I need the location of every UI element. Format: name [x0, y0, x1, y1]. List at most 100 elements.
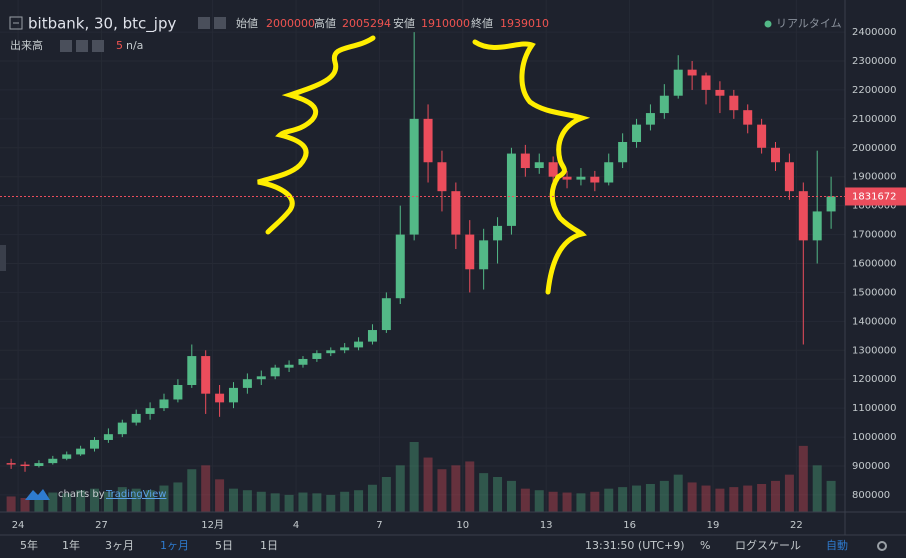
log-button[interactable]: ログスケール — [735, 538, 801, 552]
candle-body — [812, 211, 822, 241]
volume-layer — [6, 442, 836, 512]
volume-bar — [715, 488, 725, 512]
volume-bar — [493, 477, 503, 512]
candle-body — [187, 356, 197, 386]
candle-body — [270, 367, 280, 377]
candle-body — [367, 330, 377, 342]
vol-settings-button[interactable] — [76, 40, 88, 52]
settings-button[interactable] — [214, 17, 226, 29]
y-tick-label: 2300000 — [852, 56, 897, 67]
candle-body — [201, 356, 211, 394]
candle-body — [479, 240, 489, 270]
candle-body — [673, 69, 683, 96]
eye-button[interactable] — [198, 17, 210, 29]
volume-bar — [117, 487, 127, 512]
candle-body — [465, 234, 475, 270]
settings-gear[interactable] — [877, 541, 887, 551]
volume-bar — [673, 474, 683, 512]
percent-button[interactable]: % — [700, 539, 710, 552]
candle-body — [173, 385, 183, 400]
candle-body — [590, 176, 600, 183]
volume-bar — [451, 465, 461, 512]
candle-body — [20, 464, 30, 467]
candle-body — [687, 69, 697, 76]
range-button[interactable]: 3ヶ月 — [105, 539, 134, 552]
volume-bar — [242, 490, 252, 512]
candle-body — [326, 350, 336, 354]
ohlc-value: 2000000 — [266, 17, 315, 30]
candle-body — [131, 413, 141, 423]
y-tick-label: 800000 — [852, 490, 890, 501]
candle-body — [48, 458, 58, 464]
x-tick-label: 12月 — [201, 519, 224, 531]
candle-body — [34, 463, 44, 467]
volume-bar — [576, 493, 586, 512]
volume-bar — [743, 485, 753, 512]
volume-label: 出来高 — [10, 38, 43, 52]
side-handle[interactable] — [0, 245, 6, 271]
candle-body — [62, 454, 72, 459]
vol-eye-button[interactable] — [60, 40, 72, 52]
toolbar: 5年 1年 3ヶ月 1ヶ月 5日 1日 — [20, 538, 278, 552]
candle-body — [534, 162, 544, 169]
branding-link[interactable]: TradingView — [105, 489, 166, 500]
last-price-tag — [845, 187, 906, 206]
volume-bar — [145, 490, 155, 512]
volume-bar — [812, 465, 822, 512]
symbol-title: bitbank, 30, btc_jpy — [28, 15, 176, 34]
candle-body — [284, 364, 294, 368]
candle-body — [798, 191, 808, 241]
realtime-label: リアルタイム — [776, 17, 842, 30]
volume-bar — [354, 490, 364, 512]
x-tick-label: 7 — [376, 520, 382, 531]
volume-bar — [757, 484, 767, 512]
candle-body — [743, 110, 753, 125]
range-button[interactable]: 1日 — [260, 539, 278, 552]
volume-bar — [826, 480, 836, 512]
grid — [0, 0, 845, 512]
x-tick-label: 19 — [707, 520, 720, 531]
volume-bar — [159, 485, 169, 512]
candle-body — [6, 463, 16, 465]
range-button[interactable]: 5年 — [20, 538, 38, 552]
y-tick-label: 900000 — [852, 461, 890, 472]
volume-bar — [534, 490, 544, 512]
range-button[interactable]: 1年 — [62, 538, 80, 552]
y-tick-label: 1500000 — [852, 287, 897, 298]
range-button[interactable]: 5日 — [215, 539, 233, 552]
volume-bar — [256, 491, 266, 512]
volume-ma: n/a — [126, 39, 143, 52]
vol-remove-button[interactable] — [92, 40, 104, 52]
volume-bar — [312, 493, 322, 512]
candle-body — [548, 162, 558, 177]
volume-bar — [520, 488, 530, 512]
candle-body — [437, 162, 447, 192]
collapse-button[interactable] — [9, 16, 23, 30]
clock: 13:31:50 (UTC+9) — [585, 539, 685, 552]
volume-bar — [270, 493, 280, 512]
range-button[interactable]: 1ヶ月 — [160, 539, 189, 552]
volume-bar — [506, 480, 516, 512]
ohlc-label: 終値 — [471, 16, 493, 30]
candle-body — [340, 347, 350, 351]
y-tick-label: 1900000 — [852, 172, 897, 183]
x-tick-label: 27 — [95, 520, 108, 531]
last-price-label: 1831672 — [852, 191, 897, 202]
candle-body — [354, 341, 364, 348]
ohlc-value: 1939010 — [500, 17, 549, 30]
volume-bar — [562, 492, 572, 512]
volume-bar — [103, 491, 113, 512]
candle-body — [729, 95, 739, 111]
candle-body — [715, 89, 725, 96]
candle-body — [242, 379, 252, 388]
volume-bar — [423, 457, 433, 512]
ohlc-legend: 始値 2000000 高値 2005294 安値 1910000 終値 1939010 — [236, 16, 549, 30]
volume-bar — [367, 484, 377, 512]
volume-bar — [76, 490, 86, 512]
candle-body — [117, 422, 127, 435]
realtime-dot — [764, 20, 772, 28]
auto-button[interactable]: 自動 — [826, 538, 848, 552]
x-tick-label: 22 — [790, 520, 803, 531]
